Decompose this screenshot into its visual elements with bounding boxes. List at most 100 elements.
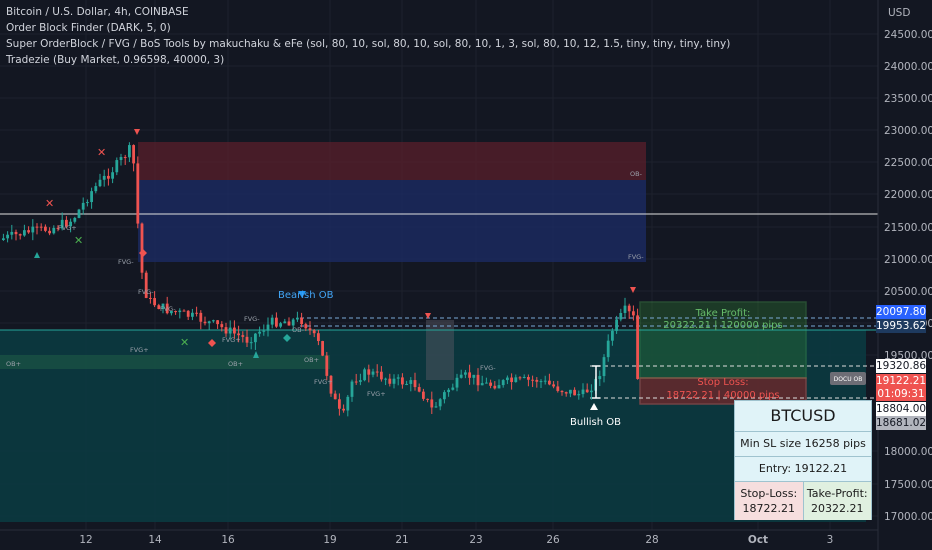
fvg-tag: FVG-	[138, 288, 154, 296]
candle-body	[241, 335, 245, 337]
candle-body	[367, 369, 371, 375]
candle-body	[426, 398, 429, 400]
info-take-profit: Take-Profit: 20322.21	[803, 482, 871, 520]
stop-loss-zone	[639, 377, 807, 405]
candle-body	[409, 380, 413, 384]
candle-body	[434, 406, 438, 408]
candle-body	[417, 387, 421, 392]
candle-body	[611, 330, 614, 341]
candle-body	[350, 381, 354, 397]
x-marker: ✕	[180, 336, 189, 349]
candle-body	[636, 315, 639, 379]
fvg-plus-tag: FVG+	[58, 224, 77, 232]
fvg-tag: FVG-	[160, 305, 176, 313]
docu-ob-text: DOCU OB	[834, 376, 863, 383]
time-axis[interactable]: 12 14 16 19 21 23 26 28 Oct 3	[79, 534, 833, 546]
candle-body	[380, 371, 383, 380]
ob-plus-tag: OB+	[6, 360, 21, 368]
candle-body	[86, 202, 89, 204]
time-tick-label: 23	[469, 534, 482, 546]
candle-body	[548, 380, 551, 385]
candle-body	[573, 389, 576, 396]
candle-body	[258, 331, 261, 334]
bullish-ob-label: Bullish OB	[570, 417, 621, 428]
candle-body	[44, 226, 47, 231]
price-tick-label: 21500.00	[884, 222, 932, 234]
fvg-tag: FVG-	[244, 315, 260, 323]
candle-body	[56, 227, 60, 229]
candle-body	[186, 310, 190, 317]
candle-body	[157, 305, 161, 310]
info-symbol: BTCUSD	[735, 401, 871, 432]
gray-box-1	[426, 320, 454, 380]
candle-body	[115, 160, 119, 173]
price-tick-label: 23000.00	[884, 125, 932, 137]
time-tick-label: 19	[323, 534, 336, 546]
candle-body	[564, 392, 568, 394]
price-tick-label: 22500.00	[884, 157, 932, 169]
candle-body	[342, 408, 345, 411]
signal-markers: ✕ ✕ ✕ ✕	[34, 129, 636, 410]
candle-body	[333, 393, 337, 400]
time-tick-label: 14	[148, 534, 162, 546]
fvg-tag: FVG-	[118, 258, 134, 266]
candle-body	[90, 191, 93, 203]
candle-body	[237, 333, 240, 336]
candle-body	[123, 157, 127, 159]
candle-body	[325, 355, 329, 376]
candle-body	[543, 380, 547, 382]
price-tick-label: 17000.00	[884, 511, 932, 523]
symbol-title[interactable]: Bitcoin / U.S. Dollar, 4h, COINBASE	[6, 6, 189, 18]
candle-body	[249, 342, 253, 344]
candle-body	[102, 175, 106, 180]
candle-body	[262, 330, 266, 332]
bearish-ob-zone-red	[138, 142, 646, 180]
candle-body	[140, 223, 144, 273]
candle-body	[270, 317, 274, 325]
candle-body	[531, 379, 534, 381]
take-profit-label: Take Profit:	[695, 308, 751, 319]
candle-body	[590, 390, 593, 393]
candle-body	[489, 382, 492, 386]
docu-ob-badge	[830, 372, 866, 385]
candle-body	[476, 374, 480, 386]
stop-loss-value: 18722.21 | 40000 pips	[666, 390, 779, 401]
candle-body	[480, 383, 484, 386]
candle-body	[296, 317, 299, 320]
candle-body	[10, 231, 14, 235]
info-sl-label: Stop-Loss:	[740, 487, 798, 500]
candle-body	[598, 376, 602, 380]
price-tick-label: 23500.00	[884, 93, 932, 105]
top-triangle-marker	[425, 313, 431, 319]
price-axis[interactable]: 24500.00 24000.00 23500.00 23000.00 22500.00…	[884, 29, 932, 523]
candle-body	[119, 157, 123, 161]
indicator-legend-3[interactable]: Tradezie (Buy Market, 0.96598, 40000, 3)	[6, 54, 225, 66]
candle-body	[401, 377, 404, 385]
candle-body	[371, 371, 375, 375]
candle-body	[501, 380, 505, 386]
candle-body	[346, 396, 350, 411]
bullish-triangle-marker	[34, 252, 40, 258]
ob-plus-tag: OB+	[304, 356, 319, 364]
ob-tag: OB-	[292, 326, 305, 334]
indicator-legend-2[interactable]: Super OrderBlock / FVG / BoS Tools by ma…	[6, 38, 731, 50]
indicator-legend-1[interactable]: Order Block Finder (DARK, 5, 0)	[6, 22, 171, 34]
candle-body	[161, 303, 165, 310]
candle-body	[73, 217, 77, 222]
candle-body	[363, 369, 366, 381]
ob-tag: OB-	[630, 170, 643, 178]
candle-body	[375, 371, 379, 373]
info-tp-label: Take-Profit:	[806, 487, 868, 500]
candle-body	[149, 297, 152, 299]
candle-body	[27, 230, 30, 233]
trade-info-panel: BTCUSD Min SL size 16258 pips Entry: 191…	[734, 400, 872, 520]
price-tag-3: 19320.86	[876, 359, 927, 373]
candle-body	[359, 380, 362, 382]
candle-body	[48, 230, 51, 234]
fvg-tag: FVG-	[480, 364, 496, 372]
price-tick-label: 20500.00	[884, 286, 932, 298]
candle-body	[216, 320, 219, 325]
current-price-tag: 19122.21	[876, 374, 927, 388]
candle-body	[447, 389, 450, 393]
price-tick-label: 21000.00	[884, 254, 932, 266]
